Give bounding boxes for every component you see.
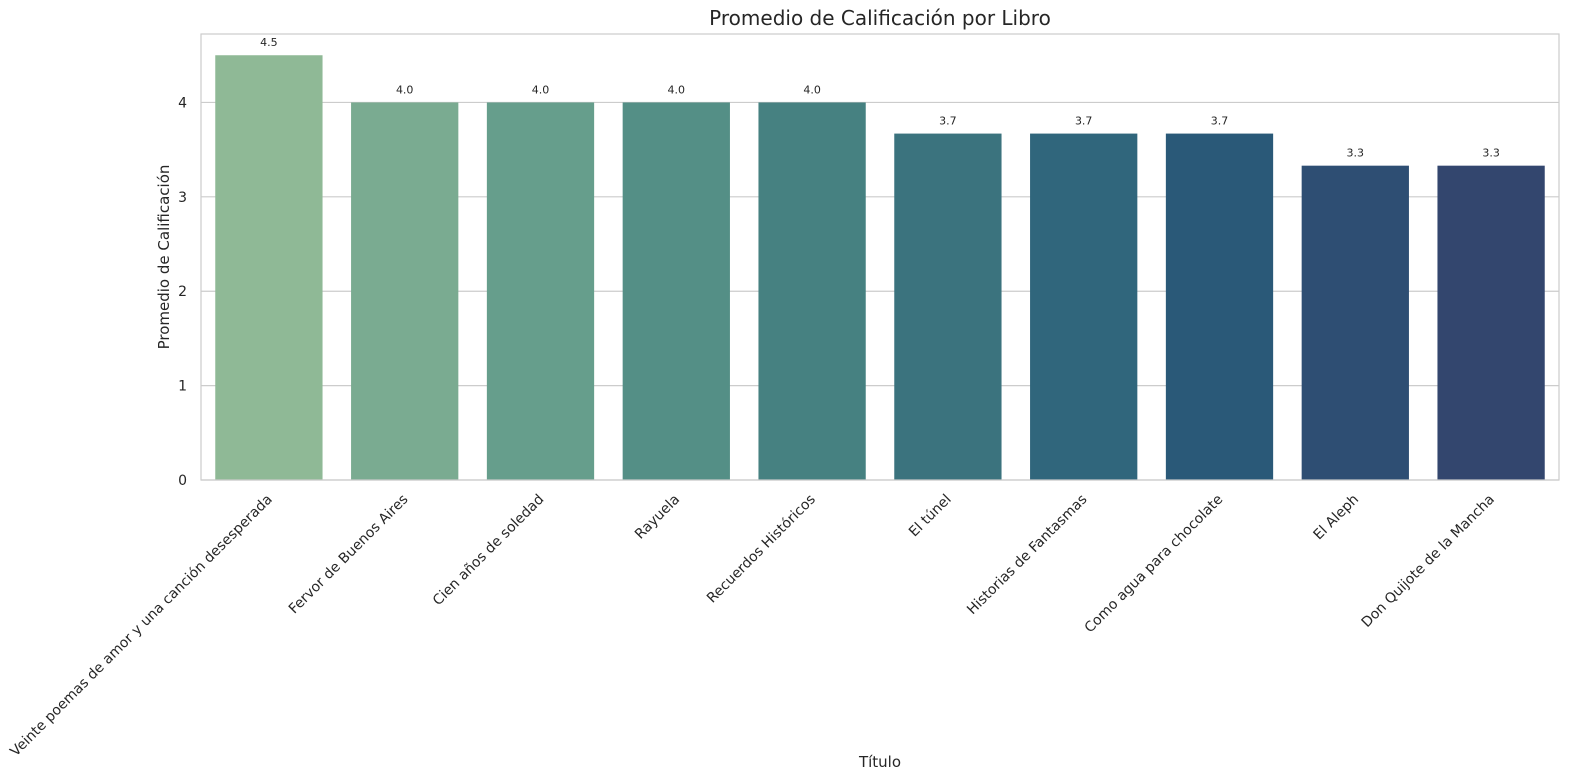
x-tick-label: Rayuela bbox=[632, 492, 683, 543]
y-tick-label: 1 bbox=[178, 379, 187, 395]
x-tick-label: El Aleph bbox=[1310, 492, 1362, 544]
plot-frame bbox=[200, 33, 1560, 481]
y-tick-label: 2 bbox=[178, 284, 187, 300]
bar-value-label: 3.7 bbox=[939, 115, 957, 128]
y-axis-label: Promedio de Calificación bbox=[155, 165, 173, 350]
bar bbox=[215, 55, 323, 480]
bar bbox=[486, 102, 595, 480]
bar-value-label: 3.7 bbox=[1211, 115, 1229, 128]
bar bbox=[351, 102, 459, 480]
x-tick-label: Fervor de Buenos Aires bbox=[286, 492, 412, 618]
x-tick-label: Historias de Fantasmas bbox=[964, 492, 1090, 618]
bars: 4.5 4.0 4.0 4.0 4.0 3.7 3.7 3.7 3.3 3.3 bbox=[215, 36, 1545, 480]
bar bbox=[622, 102, 730, 480]
bar bbox=[758, 102, 866, 480]
bar bbox=[1165, 133, 1274, 480]
bar-value-label: 4.0 bbox=[803, 83, 821, 96]
bar-value-label: 3.3 bbox=[1347, 147, 1365, 160]
bar-value-label: 4.0 bbox=[396, 83, 414, 96]
x-tick-label: Cien años de soledad bbox=[430, 492, 547, 609]
bar-value-label: 3.3 bbox=[1482, 147, 1500, 160]
x-tick-label: Como agua para chocolate bbox=[1082, 492, 1227, 637]
y-tick-label: 0 bbox=[178, 473, 187, 489]
bar bbox=[1030, 133, 1138, 480]
y-axis-ticks: 0 1 2 3 4 bbox=[178, 95, 187, 489]
bar-value-label: 4.5 bbox=[260, 36, 278, 49]
bar bbox=[894, 133, 1002, 480]
x-axis-label: Título bbox=[858, 753, 901, 771]
chart-title: Promedio de Calificación por Libro bbox=[709, 6, 1051, 30]
bar-value-label: 4.0 bbox=[532, 83, 550, 96]
x-tick-label: Don Quijote de la Mancha bbox=[1359, 492, 1498, 631]
y-tick-label: 4 bbox=[178, 95, 187, 111]
bar-value-label: 4.0 bbox=[668, 83, 686, 96]
x-tick-label: Veinte poemas de amor y una canción dese… bbox=[7, 492, 275, 760]
bar bbox=[1437, 165, 1545, 480]
x-axis-ticks: Veinte poemas de amor y una canción dese… bbox=[7, 492, 1498, 760]
x-tick-label: El túnel bbox=[906, 492, 955, 541]
bar bbox=[1301, 165, 1409, 480]
x-tick-label: Recuerdos Históricos bbox=[704, 492, 819, 607]
y-tick-label: 3 bbox=[178, 190, 187, 206]
bar-value-label: 3.7 bbox=[1075, 115, 1093, 128]
